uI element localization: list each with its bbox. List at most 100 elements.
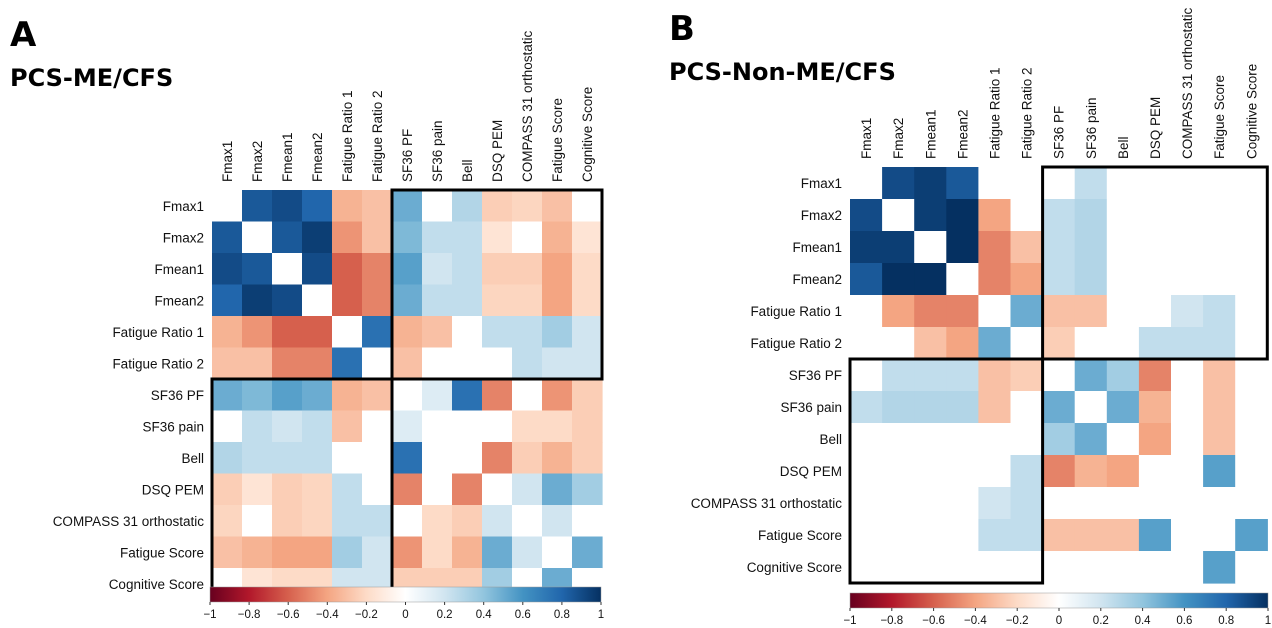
heatmap-cell (362, 347, 393, 380)
heatmap-cell (978, 263, 1012, 296)
heatmap-cell (978, 423, 1012, 456)
colorbar-tick-label: 0 (402, 609, 408, 621)
heatmap-cell (1106, 455, 1140, 488)
heatmap-cell (914, 167, 947, 200)
heatmap-cell (512, 442, 543, 475)
heatmap-cell (914, 295, 947, 328)
heatmap-cell (850, 551, 883, 584)
heatmap-cell (1010, 519, 1044, 552)
heatmap-cell (1235, 231, 1268, 264)
heatmap-cell (1042, 487, 1076, 520)
heatmap-cell (422, 316, 453, 349)
colorbar-tick-label: −0.2 (355, 609, 378, 621)
heatmap-cell (1138, 295, 1172, 328)
heatmap-cell (482, 284, 513, 317)
row-label: Fatigue Ratio 2 (112, 356, 204, 371)
heatmap-cell (1074, 551, 1108, 584)
heatmap-cell (302, 410, 333, 443)
heatmap-cell (512, 190, 543, 223)
column-label: Fatigue Score (1212, 75, 1227, 159)
heatmap-cell (1235, 295, 1268, 328)
row-label: Cognitive Score (747, 560, 842, 575)
heatmap-cell (1203, 327, 1236, 360)
heatmap-cell (542, 536, 573, 569)
heatmap-cell (1042, 295, 1076, 328)
heatmap-cell (1171, 199, 1204, 232)
column-label: Cognitive Score (580, 87, 595, 182)
column-label: Fmax1 (220, 141, 235, 182)
heatmap-cell (272, 190, 303, 223)
heatmap-cell (1171, 423, 1204, 456)
heatmap-cell (978, 199, 1012, 232)
heatmap-cell (978, 551, 1012, 584)
heatmap-cell (212, 316, 243, 349)
heatmap-cell (978, 487, 1012, 520)
heatmap-cell (1203, 231, 1236, 264)
heatmap-cell (1138, 199, 1172, 232)
heatmap-cell (1074, 199, 1108, 232)
heatmap-cell (242, 253, 273, 286)
heatmap-cell (272, 347, 303, 380)
row-label: SF36 pain (142, 419, 204, 434)
heatmap-cell (422, 410, 453, 443)
heatmap-cell (572, 505, 603, 538)
panel-b-letter: B (669, 9, 695, 49)
heatmap-cell (882, 231, 915, 264)
heatmap-cell (914, 263, 947, 296)
heatmap-cell (1010, 423, 1044, 456)
heatmap-cell (946, 455, 979, 488)
heatmap-cell (1138, 327, 1172, 360)
colorbar-tick-label: 0.6 (1176, 615, 1192, 627)
column-label: Bell (1116, 136, 1131, 159)
column-label: COMPASS 31 orthostatic (1180, 7, 1195, 159)
colorbar-tick-label: 0.8 (554, 609, 570, 621)
column-label: DSQ PEM (490, 120, 505, 182)
heatmap-cell (512, 410, 543, 443)
heatmap-cell (1171, 231, 1204, 264)
heatmap-cell (572, 379, 603, 412)
heatmap-cell (1010, 327, 1044, 360)
colorbar-tick-label: 0 (1056, 615, 1062, 627)
heatmap-cell (452, 410, 483, 443)
heatmap-cell (452, 473, 483, 506)
heatmap-cell (882, 455, 915, 488)
heatmap-cell (542, 505, 573, 538)
heatmap-cell (1203, 519, 1236, 552)
heatmap-cell (272, 442, 303, 475)
heatmap-cell (422, 442, 453, 475)
heatmap-cell (272, 253, 303, 286)
heatmap-cell (512, 505, 543, 538)
heatmap-cell (882, 391, 915, 424)
heatmap-cell (1171, 263, 1204, 296)
column-label: Fmean1 (923, 109, 938, 159)
heatmap-cell (1074, 391, 1108, 424)
heatmap-cell (392, 442, 423, 475)
column-label: Fatigue Ratio 1 (340, 90, 355, 182)
heatmap-cell (482, 316, 513, 349)
heatmap-cell (1010, 263, 1044, 296)
row-label: Fatigue Score (120, 545, 204, 560)
heatmap-cell (1074, 327, 1108, 360)
heatmap-cell (572, 253, 603, 286)
row-label: Fmax1 (163, 199, 204, 214)
heatmap-cell (850, 231, 883, 264)
heatmap-cell (302, 190, 333, 223)
heatmap-cell (850, 519, 883, 552)
heatmap-cell (212, 284, 243, 317)
heatmap-cell (542, 284, 573, 317)
heatmap-cell (542, 253, 573, 286)
heatmap-cell (212, 221, 243, 254)
heatmap-cell (978, 167, 1012, 200)
heatmap-cell (1171, 295, 1204, 328)
row-label: Fmax2 (163, 230, 204, 245)
heatmap-cell (332, 536, 363, 569)
heatmap-cell (1010, 359, 1044, 392)
highlight-box (1041, 165, 1269, 361)
row-label: COMPASS 31 orthostatic (53, 514, 205, 529)
heatmap-cell (1235, 487, 1268, 520)
heatmap-cell (914, 519, 947, 552)
heatmap-cell (1074, 359, 1108, 392)
heatmap-cell (1042, 327, 1076, 360)
column-label: Fmean2 (955, 109, 970, 159)
heatmap-cell (1203, 295, 1236, 328)
